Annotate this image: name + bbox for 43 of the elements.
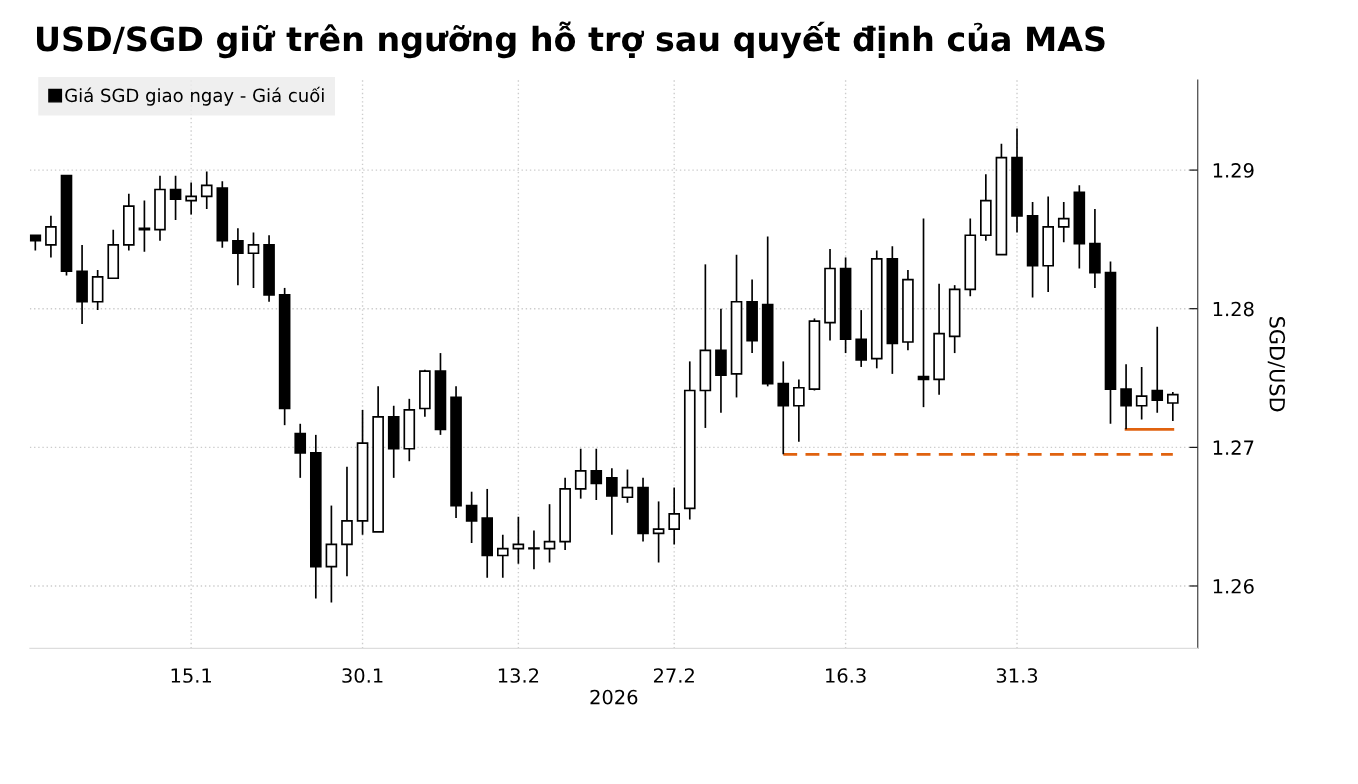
- x-tick-label: 27.2: [653, 668, 694, 683]
- y-tick-label: 1.27: [1213, 440, 1254, 455]
- x-axis-title: 2026: [590, 689, 638, 705]
- candlestick: [294, 422, 307, 479]
- x-tick-label: 13.2: [498, 668, 539, 683]
- candlestick: [1135, 366, 1148, 421]
- candlestick: [1151, 325, 1164, 414]
- candlestick: [232, 227, 244, 286]
- candlestick: [528, 529, 540, 571]
- candlestick: [855, 309, 868, 368]
- candlestick: [668, 486, 681, 546]
- legend-label: Giá SGD giao ngay - Giá cuối: [65, 86, 324, 106]
- candlestick: [793, 378, 805, 443]
- candlestick: [200, 170, 213, 210]
- candlestick: [543, 503, 556, 564]
- candlestick: [465, 490, 478, 544]
- candlestick: [777, 360, 790, 456]
- candlestick: [590, 447, 603, 501]
- y-tick-label: 1.28: [1213, 301, 1254, 317]
- candlestick: [606, 467, 618, 536]
- x-tick-label: 15.1: [171, 668, 211, 683]
- candlestick: [1120, 363, 1132, 431]
- y-tick-label: 1.26: [1213, 578, 1254, 594]
- candlestick: [341, 465, 353, 578]
- x-tick-label: 30.1: [342, 668, 383, 683]
- x-tick-label: 31.3: [996, 668, 1038, 683]
- y-tick-label: 1.29: [1213, 163, 1254, 178]
- candlestick: [574, 447, 587, 500]
- candlestick: [185, 181, 197, 216]
- candlestick: [1057, 201, 1070, 244]
- x-tick-label: 16.3: [826, 668, 866, 683]
- candlestick: [325, 504, 338, 604]
- candlestick: [138, 199, 151, 253]
- y-axis-title: SGD/USD: [1267, 317, 1286, 412]
- chart-title: USD/SGD giữ trên ngưỡng hỗ trợ sau quyết định của MAS: [37, 21, 1105, 59]
- candlestick: [1167, 391, 1179, 422]
- candlestick: [917, 217, 930, 408]
- candlestick: [169, 174, 182, 221]
- candlestick: [45, 214, 57, 259]
- candlestick: [496, 533, 509, 579]
- candlestick: [621, 468, 634, 504]
- candlestick: [652, 500, 665, 564]
- candlestick: [247, 231, 260, 289]
